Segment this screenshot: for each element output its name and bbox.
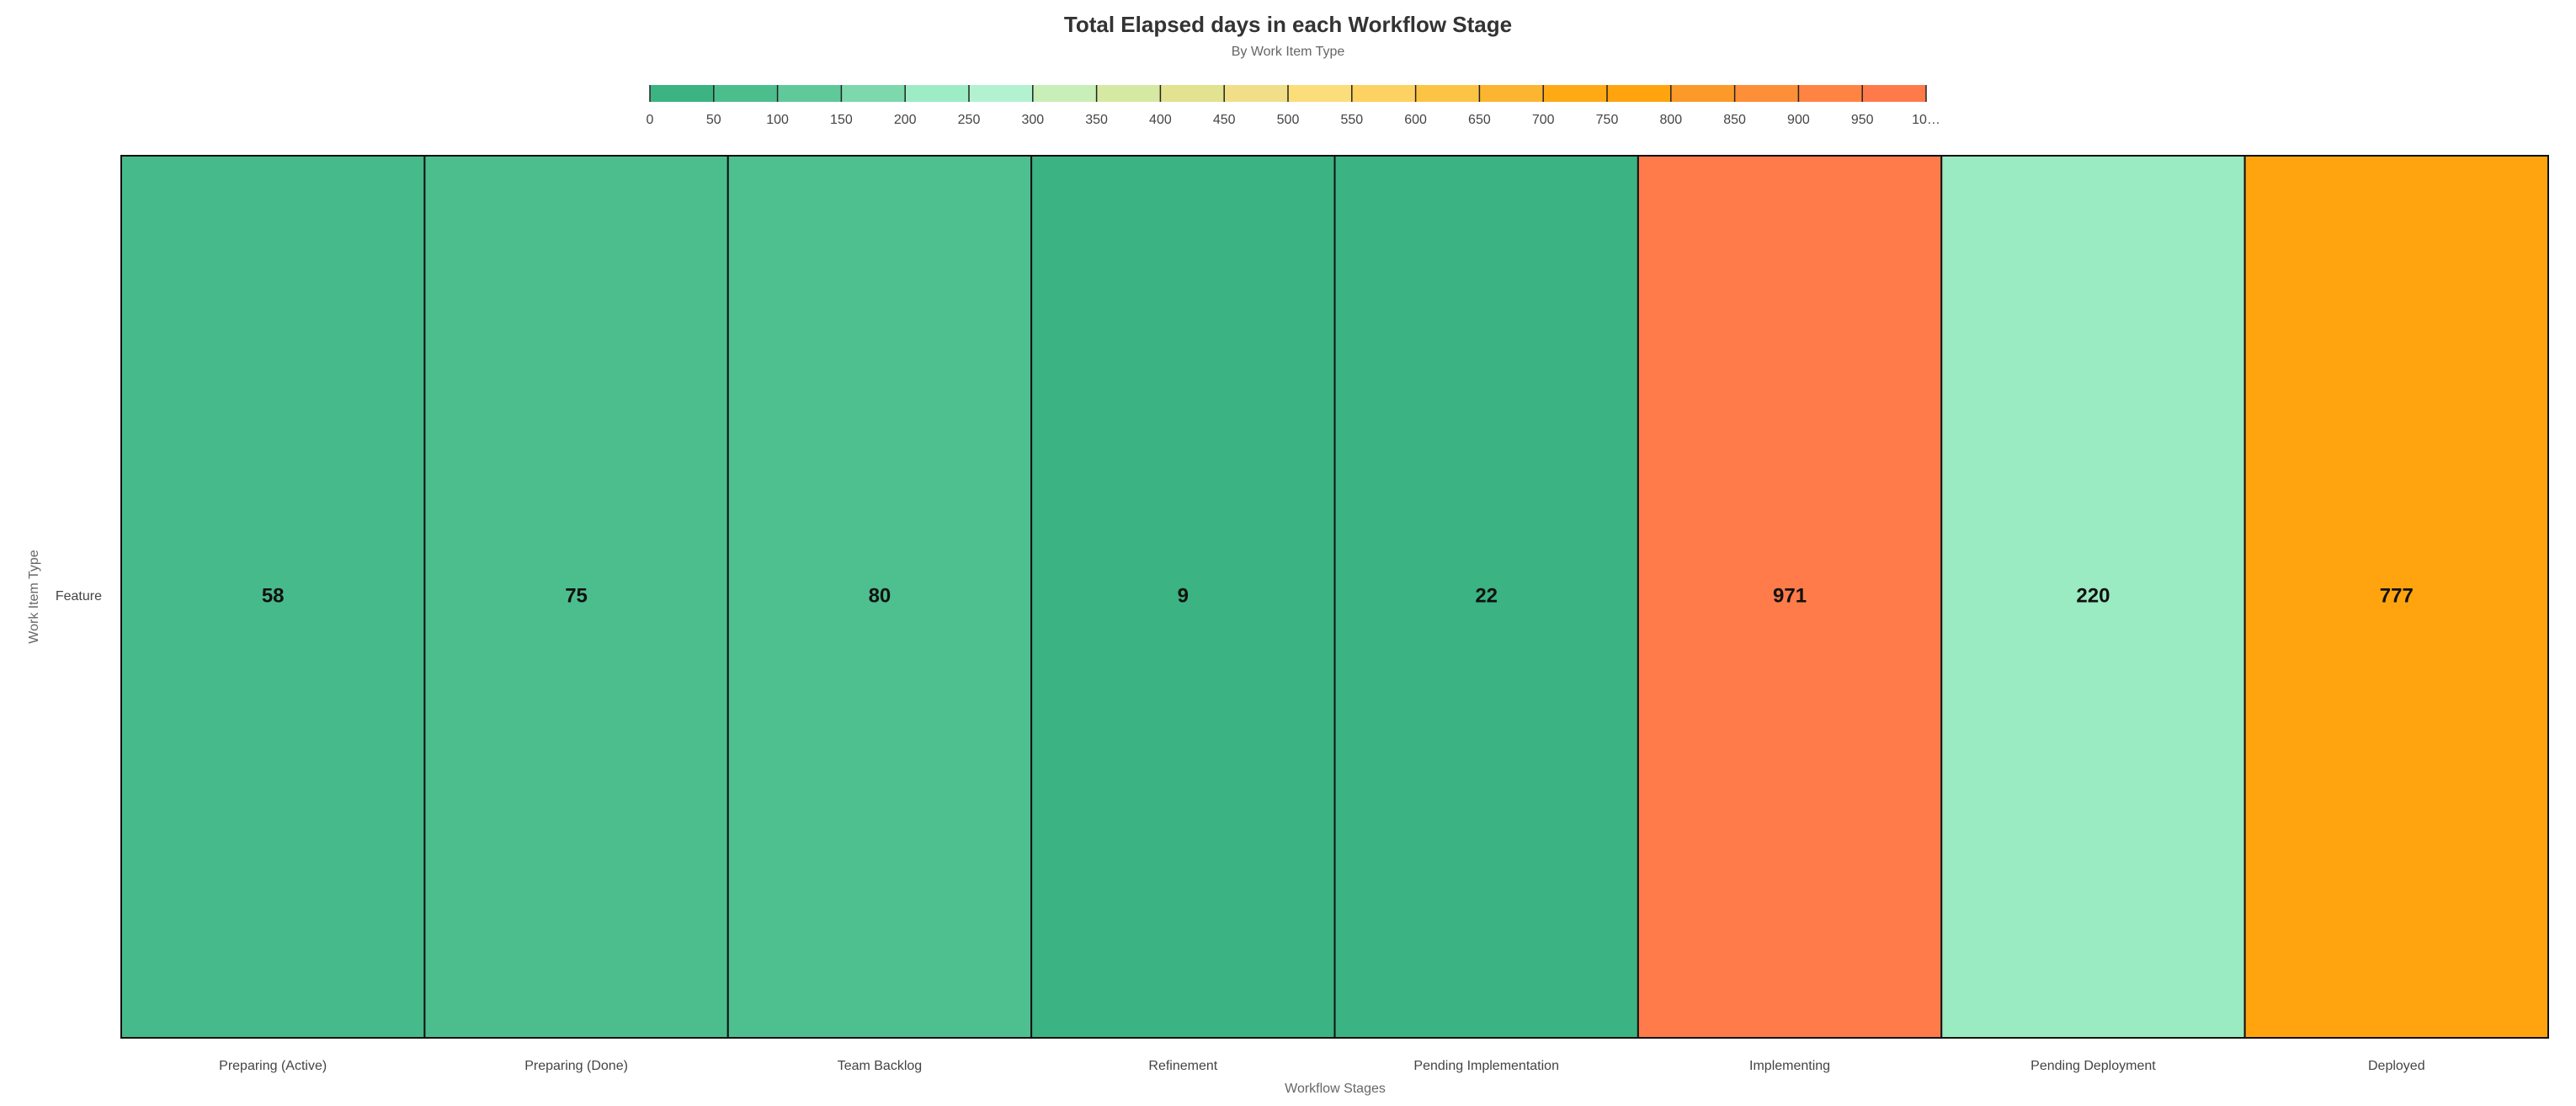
heatmap-cell [1030,155,1336,1039]
cell-value-label: 777 [2380,584,2414,607]
cell-value-label: 9 [1178,584,1189,607]
colorbar-segment [905,85,970,102]
heatmap-cell [1637,155,1943,1039]
colorbar-segment [1415,85,1480,102]
x-tick-label: Implementing [1749,1059,1830,1073]
cell-value-label: 220 [2076,584,2110,607]
colorbar-tick-label: 10… [1912,113,1940,127]
colorbar-segment [1543,85,1608,102]
x-tick-label: Pending Deployment [2030,1059,2156,1073]
colorbar-segment [713,85,779,102]
x-tick-label: Deployed [2368,1059,2425,1073]
cell-value-label: 22 [1475,584,1498,607]
colorbar-tick-label: 450 [1213,113,1236,127]
x-tick-label: Preparing (Done) [524,1059,628,1073]
colorbar-segment [777,85,842,102]
colorbar-segment [969,85,1034,102]
colorbar-tick-label: 750 [1596,113,1619,127]
colorbar-tick-label: 600 [1404,113,1427,127]
colorbar-tick-label: 250 [958,113,981,127]
colorbar-tick-label: 900 [1787,113,1810,127]
colorbar-tick-label: 950 [1851,113,1874,127]
colorbar-tick-label: 200 [894,113,917,127]
colorbar-tick-label: 50 [706,113,721,127]
cell-value-label: 75 [565,584,588,607]
colorbar-tick-label: 350 [1085,113,1108,127]
cell-value-label: 971 [1773,584,1807,607]
colorbar-segment [1862,85,1927,102]
chart-subtitle: By Work Item Type [1232,45,1345,59]
x-tick-label: Team Backlog [838,1059,923,1073]
colorbar-segment [1288,85,1353,102]
colorbar-segment [841,85,906,102]
heatmap-cell [2243,155,2549,1039]
colorbar-tick-label: 500 [1277,113,1300,127]
colorbar-segment [1351,85,1417,102]
colorbar-tick-label: 700 [1532,113,1555,127]
colorbar-tick-label: 300 [1021,113,1044,127]
colorbar-tick-label: 550 [1340,113,1363,127]
colorbar-segment [1479,85,1544,102]
colorbar-segment [650,85,715,102]
colorbar-tick-label: 100 [766,113,789,127]
colorbar-segment [1096,85,1161,102]
colorbar-segment [1607,85,1672,102]
colorbar-segment [1670,85,1736,102]
heatmap-cell [726,155,1033,1039]
heatmap-cell [1333,155,1639,1039]
colorbar-segment [1224,85,1289,102]
x-tick-label: Pending Implementation [1413,1059,1559,1073]
colorbar-tick-label: 850 [1723,113,1746,127]
heatmap-cell [423,155,729,1039]
cell-value-label: 58 [262,584,285,607]
x-tick-label: Preparing (Active) [219,1059,327,1073]
y-axis-title: Work Item Type [27,550,41,644]
cell-value-label: 80 [869,584,891,607]
colorbar-tick-label: 0 [647,113,654,127]
colorbar-tick-label: 150 [830,113,853,127]
colorbar-tick-label: 650 [1468,113,1491,127]
colorbar-segment [1032,85,1098,102]
colorbar-segment [1160,85,1225,102]
colorbar-tick-label: 800 [1659,113,1682,127]
colorbar-tick-label: 400 [1149,113,1172,127]
y-tick-label: Feature [56,589,102,604]
colorbar-segment [1798,85,1863,102]
x-axis-title: Workflow Stages [1285,1082,1386,1096]
chart-title: Total Elapsed days in each Workflow Stag… [1064,12,1512,37]
x-tick-label: Refinement [1148,1059,1217,1073]
colorbar-segment [1734,85,1799,102]
